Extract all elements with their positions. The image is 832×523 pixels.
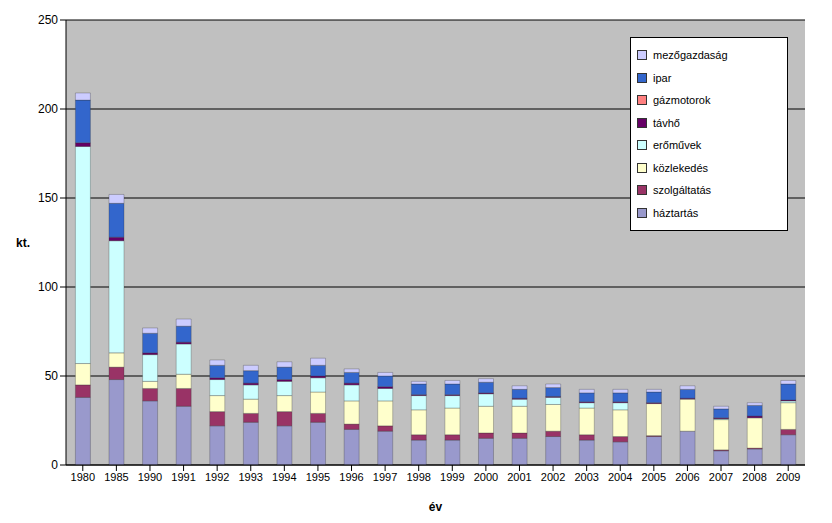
html-text:távhő: távhő — [653, 116, 680, 129]
html-text:háztartás: háztartás — [653, 206, 699, 219]
svg-text:200: 200 — [38, 102, 58, 116]
svg-text:1992: 1992 — [205, 471, 229, 483]
svg-text:2002: 2002 — [541, 471, 565, 483]
svg-text:2003: 2003 — [574, 471, 598, 483]
svg-text:0: 0 — [51, 458, 58, 472]
svg-text:150: 150 — [38, 191, 58, 205]
html-text:közlekedés: közlekedés — [653, 161, 708, 174]
svg-text:50: 50 — [45, 369, 59, 383]
svg-text:2009: 2009 — [776, 471, 800, 483]
svg-text:2001: 2001 — [507, 471, 531, 483]
svg-text:1996: 1996 — [339, 471, 363, 483]
svg-text:1990: 1990 — [138, 471, 162, 483]
html-text:mezőgazdaság: mezőgazdaság — [653, 49, 728, 62]
svg-text:1997: 1997 — [373, 471, 397, 483]
html-text:erőművek: erőművek — [653, 139, 702, 152]
svg-text:1994: 1994 — [272, 471, 296, 483]
html-text:gázmotorok: gázmotorok — [653, 94, 711, 107]
svg-text:1993: 1993 — [239, 471, 263, 483]
svg-text:2005: 2005 — [642, 471, 666, 483]
html-text:ipar: ipar — [653, 71, 672, 84]
svg-text:1999: 1999 — [440, 471, 464, 483]
svg-text:2000: 2000 — [474, 471, 498, 483]
html-text:szolgáltatás: szolgáltatás — [653, 184, 712, 197]
svg-text:1998: 1998 — [406, 471, 430, 483]
svg-text:1995: 1995 — [306, 471, 330, 483]
svg-text:250: 250 — [38, 13, 58, 27]
svg-text:év: év — [429, 500, 443, 514]
svg-text:1980: 1980 — [71, 471, 95, 483]
svg-text:100: 100 — [38, 280, 58, 294]
svg-text:1991: 1991 — [171, 471, 195, 483]
svg-text:2004: 2004 — [608, 471, 632, 483]
svg-text:2007: 2007 — [709, 471, 733, 483]
svg-text:1985: 1985 — [104, 471, 128, 483]
svg-text:2008: 2008 — [742, 471, 766, 483]
svg-text:kt.: kt. — [16, 236, 30, 250]
svg-text:2006: 2006 — [675, 471, 699, 483]
